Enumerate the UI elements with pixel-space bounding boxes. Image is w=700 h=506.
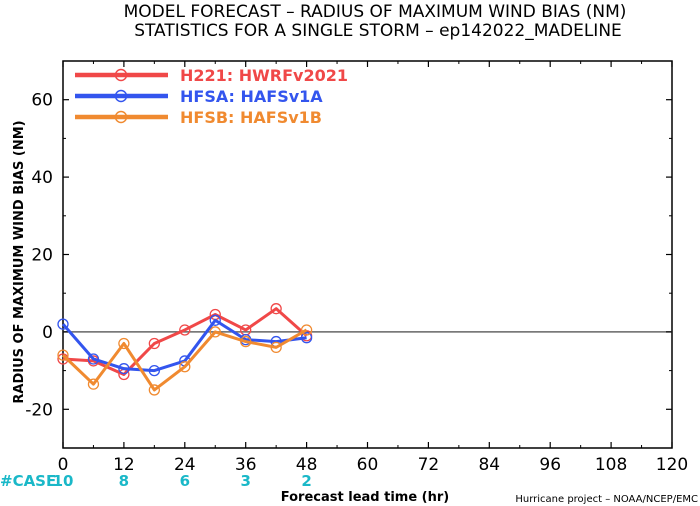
series-lines — [57, 303, 313, 396]
data-point — [179, 361, 191, 373]
data-point — [270, 303, 282, 315]
x-tick-label: 96 — [539, 455, 561, 475]
data-point — [118, 337, 130, 350]
data-point — [57, 318, 69, 330]
x-tick-label: 108 — [595, 455, 627, 475]
series-line — [61, 328, 308, 392]
x-tick-label: 84 — [478, 455, 500, 475]
x-tick-label: 24 — [174, 455, 196, 475]
y-axis-label: RADIUS OF MAXIMUM WIND BIAS (NM) — [12, 120, 27, 403]
legend-marker — [114, 89, 128, 103]
data-point — [240, 335, 252, 348]
y-tick-label: -20 — [25, 400, 53, 420]
data-point — [87, 378, 100, 390]
x-tick-label: 12 — [113, 455, 135, 475]
data-point — [148, 364, 161, 377]
data-point — [148, 337, 161, 350]
legend-marker — [114, 68, 128, 82]
series-2 — [57, 324, 313, 396]
data-point — [179, 324, 191, 336]
x-axis-label: Forecast lead time (hr) — [281, 490, 449, 505]
legend-marker — [114, 110, 128, 124]
series-line — [62, 307, 308, 376]
chart-subtitle: STATISTICS FOR A SINGLE STORM – ep142022… — [134, 21, 622, 41]
series-1 — [57, 314, 313, 377]
x-tick-label: 48 — [296, 455, 318, 475]
case-count: 6 — [180, 472, 190, 490]
x-tick-label: 72 — [418, 455, 440, 475]
y-tick-label: 0 — [42, 323, 53, 343]
legend-label: HFSB: HAFSv1B — [180, 108, 322, 127]
y-tick-label: 20 — [31, 246, 53, 266]
case-count: 3 — [240, 472, 250, 490]
data-point — [57, 349, 69, 361]
case-count: 8 — [119, 472, 129, 490]
legend-item: HFSB: HAFSv1B — [75, 108, 322, 127]
legend-item: HFSA: HAFSv1A — [75, 87, 323, 106]
data-point — [270, 341, 282, 354]
series-line — [61, 318, 307, 373]
legend-item: H221: HWRFv2021 — [75, 66, 348, 85]
data-point — [209, 314, 221, 326]
data-point — [148, 384, 161, 396]
data-point — [87, 353, 100, 365]
x-tick-label: 0 — [58, 455, 69, 475]
data-point — [118, 363, 130, 375]
case-title: #CASE — [0, 472, 56, 490]
chart-title: MODEL FORECAST – RADIUS OF MAXIMUM WIND … — [124, 2, 627, 22]
y-tick-label: 60 — [31, 91, 53, 111]
data-point — [209, 326, 221, 338]
y-tick-label: 40 — [31, 168, 53, 188]
case-count: 2 — [301, 472, 311, 490]
credit-text: Hurricane project – NOAA/NCEP/EMC — [515, 494, 698, 505]
data-point — [300, 332, 313, 344]
axis-ticks: 0 12 24 36 48 60 72 84 96 108 120 -20 0 20 40 60 — [25, 60, 688, 475]
case-count: 10 — [53, 472, 74, 490]
x-tick-label: 60 — [357, 455, 379, 475]
x-tick-label: 36 — [235, 455, 257, 475]
x-tick-label: 120 — [656, 455, 688, 475]
legend-label: HFSA: HAFSv1A — [180, 87, 323, 106]
data-point — [300, 324, 313, 336]
legend: H221: HWRFv2021 HFSA: HAFSv1A HFSB: HAFSv1… — [75, 66, 348, 127]
legend-label: H221: HWRFv2021 — [180, 66, 348, 85]
